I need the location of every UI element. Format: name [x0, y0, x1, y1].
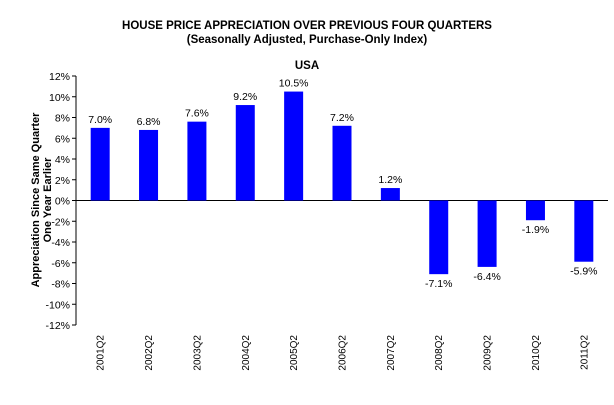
bar-value-label: 7.0%	[88, 114, 112, 126]
bar-value-label: 1.2%	[378, 174, 402, 186]
panel-title: USA	[294, 60, 320, 72]
bar-value-label: -6.4%	[473, 271, 500, 283]
bar	[235, 105, 255, 201]
bar	[284, 91, 304, 201]
bar	[90, 127, 110, 201]
y-axis-label-line1: Appreciation Since Same Quarter	[30, 112, 42, 288]
bar	[477, 200, 497, 267]
bar-value-label: -7.1%	[425, 278, 452, 290]
data-labels: 7.0% 6.8% 7.6% 9.2% 10.5% 7.2% 1.2% -7.1% -6.4% -…	[88, 78, 597, 291]
bar	[187, 121, 207, 201]
bar-value-label: 7.6%	[185, 108, 209, 120]
bar-value-label: -1.9%	[522, 224, 549, 236]
bar	[429, 200, 449, 275]
bar-value-label: 9.2%	[233, 91, 257, 103]
x-tick-label: 2009Q2	[483, 335, 494, 371]
x-tick-label: 2010Q2	[531, 335, 542, 371]
bar-value-label: -5.9%	[570, 266, 597, 278]
bar	[332, 125, 352, 201]
bar-value-label: 7.2%	[330, 112, 354, 124]
x-tick-label: 2005Q2	[289, 335, 300, 371]
x-tick-label: 2001Q2	[96, 335, 107, 371]
bar-value-label: 6.8%	[137, 116, 161, 128]
y-tick-label: 2%	[55, 175, 70, 187]
x-tick-label: 2003Q2	[192, 335, 203, 371]
chart-subtitle: (Seasonally Adjusted, Purchase-Only Inde…	[186, 34, 428, 46]
y-tick-label: -12%	[45, 320, 70, 332]
y-tick-label: 10%	[49, 92, 70, 104]
x-tick-label: 2004Q2	[241, 335, 252, 371]
y-tick-label: -2%	[51, 216, 70, 228]
x-tick-label: 2006Q2	[338, 335, 349, 371]
bar	[574, 200, 594, 262]
axes: 12% 10% 8% 6% 4% 2% 0% -2% -4% -6% -8% -10% -12% 2001…	[45, 71, 608, 371]
y-tick-label: -8%	[51, 279, 70, 291]
y-tick-label: -10%	[45, 299, 70, 311]
bar	[380, 188, 400, 201]
bar-value-label: 10.5%	[279, 78, 309, 90]
y-tick-label: 12%	[49, 71, 70, 83]
bar	[139, 129, 159, 201]
y-tick-label: 0%	[55, 196, 70, 208]
chart-title: HOUSE PRICE APPRECIATION OVER PREVIOUS F…	[122, 20, 492, 32]
y-tick-label: -4%	[51, 237, 70, 249]
y-axis-label-line2: One Year Earlier	[42, 157, 54, 243]
y-tick-label: -6%	[51, 258, 70, 270]
y-tick-label: 6%	[55, 133, 70, 145]
y-tick-label: 4%	[55, 154, 70, 166]
y-tick-label: 8%	[55, 113, 70, 125]
bars	[90, 91, 594, 275]
x-tick-label: 2002Q2	[144, 335, 155, 371]
x-tick-label: 2011Q2	[579, 335, 590, 370]
x-tick-label: 2008Q2	[434, 335, 445, 371]
bar	[525, 200, 545, 221]
x-tick-label: 2007Q2	[386, 335, 397, 371]
